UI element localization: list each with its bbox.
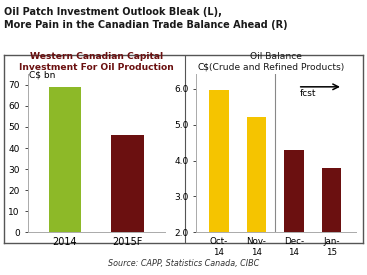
Bar	[284, 150, 304, 232]
Bar	[322, 168, 341, 232]
Text: Oil Patch Investment Outlook Bleak (L),
More Pain in the Canadian Trade Balance : Oil Patch Investment Outlook Bleak (L), …	[4, 7, 288, 30]
Text: C$ bn: C$ bn	[29, 70, 55, 79]
Bar	[247, 117, 266, 232]
Text: C$: C$	[197, 62, 209, 72]
Bar	[209, 90, 229, 232]
Bar	[49, 87, 81, 232]
Text: Source: CAPP, Statistics Canada, CIBC: Source: CAPP, Statistics Canada, CIBC	[108, 259, 259, 268]
Title: Oil Balance
(Crude and Refined Products): Oil Balance (Crude and Refined Products)	[208, 52, 344, 72]
Text: fcst: fcst	[299, 89, 316, 98]
Bar	[111, 135, 144, 232]
Title: Western Canadian Capital
Investment For Oil Production: Western Canadian Capital Investment For …	[19, 52, 174, 72]
